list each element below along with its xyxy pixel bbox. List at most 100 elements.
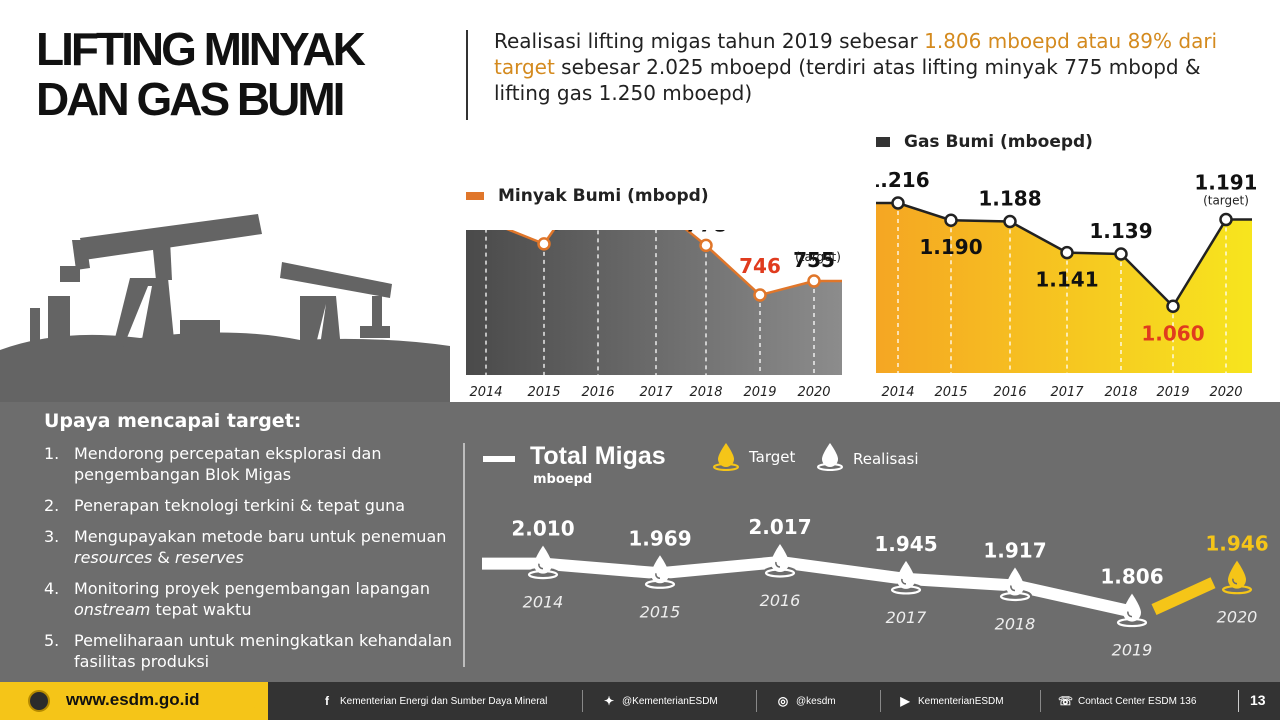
list-text-mid: tepat waktu xyxy=(150,600,252,619)
drop-ring xyxy=(1221,585,1253,595)
summary-part1: Realisasi lifting migas tahun 2019 sebes… xyxy=(494,29,925,53)
oil-x-label: 2018 xyxy=(689,385,722,400)
gas-legend-swatch xyxy=(876,137,890,147)
summary-part2: sebesar 2.025 mboepd (terdiri atas lifti… xyxy=(494,55,1201,105)
page-title: LIFTING MINYAK DAN GAS BUMI xyxy=(36,23,366,125)
total-x-label: 2019 xyxy=(1112,641,1153,660)
list-text: Monitoring proyek pengembangan lapangan … xyxy=(74,578,464,620)
total-x-label: 2016 xyxy=(760,591,801,610)
oil-point xyxy=(807,274,821,288)
list-item: 2. Penerapan teknologi terkini & tepat gu… xyxy=(44,495,464,516)
oil-x-label: 2019 xyxy=(743,385,776,400)
oil-legend-swatch xyxy=(466,192,484,200)
list-item: 3. Mengupayakan metode baru untuk penemua… xyxy=(44,526,464,568)
panel-divider xyxy=(463,443,465,667)
total-drop-marker xyxy=(889,560,923,595)
total-data-label: 2.017 xyxy=(748,515,811,539)
gas-point xyxy=(1060,245,1074,260)
drop-shape xyxy=(1006,567,1024,596)
gas-x-label: 2018 xyxy=(1104,385,1137,400)
total-target-line xyxy=(1151,577,1216,616)
gas-point xyxy=(891,196,905,210)
realisasi-legend-label: Realisasi xyxy=(853,450,919,468)
oil-series-line xyxy=(506,230,842,297)
list-text: Pemeliharaan untuk meningkatkan kehandal… xyxy=(74,631,453,671)
footer-separator xyxy=(1040,690,1041,712)
list-number: 2. xyxy=(44,496,60,515)
gas-point xyxy=(1003,214,1017,229)
drop-ring xyxy=(527,570,559,580)
footer-cut xyxy=(248,682,268,720)
total-data-label: 1.806 xyxy=(1100,565,1163,589)
drop-shine xyxy=(538,563,544,570)
total-unit: mboepd xyxy=(533,472,593,487)
title-divider xyxy=(466,30,468,120)
oil-data-label: 755 xyxy=(793,248,835,272)
instagram-label: @kesdm xyxy=(796,695,836,707)
page-number: 13 xyxy=(1250,692,1266,708)
facebook-link[interactable]: f Kementerian Energi dan Sumber Daya Mine… xyxy=(320,694,547,708)
youtube-link[interactable]: ▶ KementerianESDM xyxy=(898,694,1004,708)
gas-data-label: 1.188 xyxy=(978,187,1041,211)
upaya-title: Upaya mencapai target: xyxy=(44,410,302,432)
oil-x-label: 2020 xyxy=(797,385,830,400)
list-text: Mendorong percepatan eksplorasi dan peng… xyxy=(74,444,382,484)
total-drop-marker xyxy=(763,544,797,578)
list-number: 1. xyxy=(44,444,60,463)
gas-target-note: (target) xyxy=(1203,194,1249,208)
facebook-icon: f xyxy=(325,694,329,708)
drop-shape xyxy=(771,544,789,572)
total-drop-marker xyxy=(643,555,677,590)
total-drop-marker xyxy=(998,567,1032,602)
gas-point xyxy=(1219,212,1233,227)
oil-data-label: 779 xyxy=(523,230,565,235)
list-text-pre: Mengupayakan metode baru untuk penemuan xyxy=(74,527,447,546)
drop-shape xyxy=(651,555,669,584)
gas-x-label: 2014 xyxy=(881,385,914,400)
total-x-label: 2018 xyxy=(995,615,1036,634)
pumpjack-illustration xyxy=(0,214,450,402)
twitter-link[interactable]: ✦ @KementerianESDM xyxy=(602,694,718,708)
facebook-label: Kementerian Energi dan Sumber Daya Miner… xyxy=(340,695,548,707)
total-x-label: 2020 xyxy=(1217,608,1258,627)
gas-legend: Gas Bumi (mboepd) xyxy=(876,132,1093,152)
drop-shine xyxy=(1010,585,1016,592)
drop-shine xyxy=(655,573,661,580)
total-data-label: 2.010 xyxy=(511,517,574,541)
drop-shape xyxy=(1228,560,1246,589)
esdm-logo xyxy=(28,690,50,712)
oil-x-label: 2016 xyxy=(581,385,614,400)
footer-separator xyxy=(1238,690,1239,712)
realisasi-drop-icon xyxy=(817,443,843,471)
bottom-panel xyxy=(0,402,1280,682)
gas-data-label: 1.190 xyxy=(919,235,982,259)
gas-legend-label: Gas Bumi (mboepd) xyxy=(904,132,1093,152)
target-drop-icon xyxy=(713,443,739,471)
drop-shine xyxy=(1127,611,1133,618)
list-item: 4. Monitoring proyek pengembangan lapanga… xyxy=(44,578,464,620)
list-text-em: resources xyxy=(74,548,153,567)
upaya-list: 1. Mendorong percepatan eksplorasi dan pe… xyxy=(44,443,464,682)
total-chart: 2.010 1.969 2.017 1.945 1.917 1.806 1.946 2014… xyxy=(482,515,1269,660)
gas-chart: 1.216 1.190 1.188 1.141 1.139 1.060 1.191(targ… xyxy=(876,168,1256,400)
list-text: Penerapan teknologi terkini & tepat guna xyxy=(74,496,406,515)
oil-x-label: 2017 xyxy=(639,385,673,400)
total-realisasi-line xyxy=(482,556,1134,618)
drop-ring xyxy=(890,585,922,595)
total-x-label: 2017 xyxy=(886,608,928,627)
oil-area xyxy=(466,230,842,375)
oil-data-label: 778 xyxy=(685,230,727,236)
instagram-link[interactable]: ◎ @kesdm xyxy=(776,694,836,708)
list-number: 3. xyxy=(44,527,60,546)
list-text-em: onstream xyxy=(74,600,151,619)
contact-center[interactable]: ☏ Contact Center ESDM 136 xyxy=(1058,694,1196,708)
footer-separator xyxy=(880,690,881,712)
gas-point xyxy=(1166,299,1180,314)
oil-chart: 794779829804778746755(target) 2014201520… xyxy=(466,230,842,400)
instagram-icon: ◎ xyxy=(777,694,789,708)
drop-shape xyxy=(1123,593,1141,622)
total-x-label: 2014 xyxy=(523,593,564,612)
list-text-mid: & xyxy=(152,548,175,567)
website-link[interactable]: www.esdm.go.id xyxy=(66,690,200,709)
youtube-label: KementerianESDM xyxy=(918,695,1004,707)
